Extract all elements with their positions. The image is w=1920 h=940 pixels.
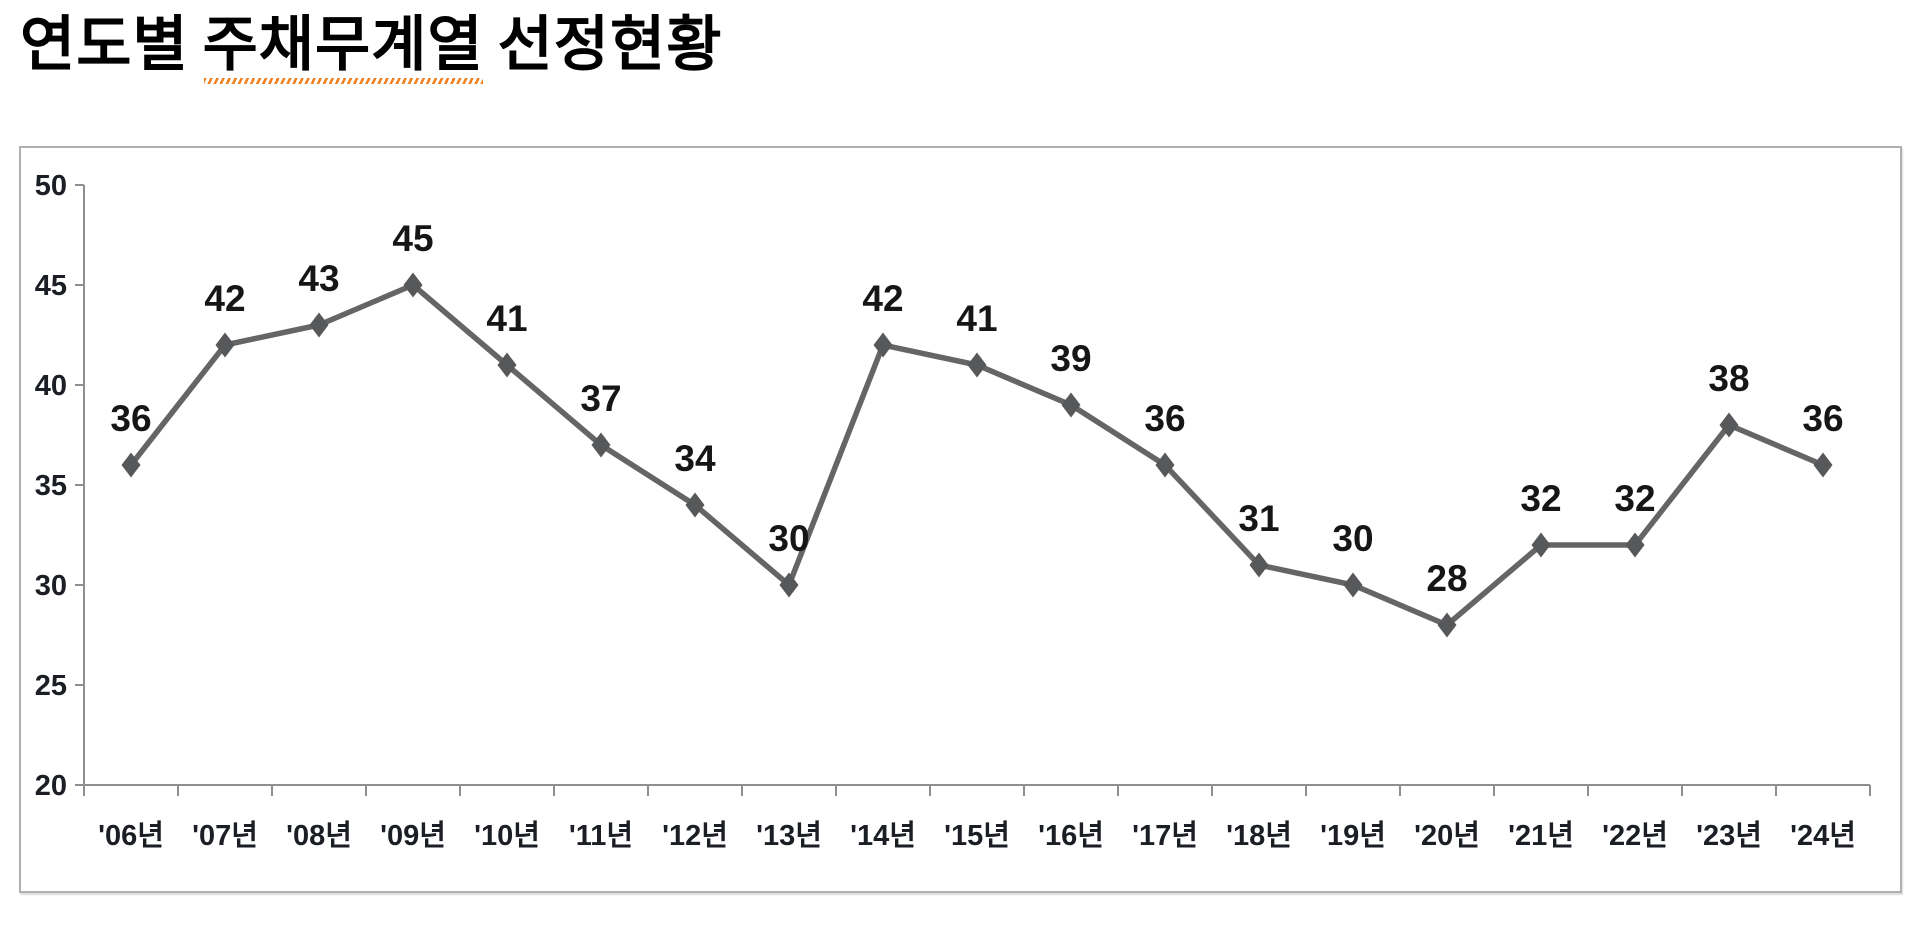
x-axis-label: '24년 (1790, 819, 1856, 852)
data-point-label: 36 (1802, 398, 1843, 439)
y-axis-label: 25 (35, 670, 67, 702)
y-axis-label: 20 (35, 770, 67, 802)
data-point-marker (403, 272, 423, 298)
data-point-label: 34 (674, 438, 716, 479)
data-point-marker (1625, 532, 1645, 558)
page-title-part2-underlined: 주채무계열 (202, 11, 484, 84)
data-point-marker (309, 312, 329, 338)
x-axis-label: '14년 (850, 819, 916, 852)
y-axis-label: 45 (35, 270, 67, 302)
x-axis-label: '11년 (569, 819, 633, 852)
data-point-marker (1719, 412, 1739, 438)
data-point-marker (1343, 572, 1363, 598)
data-point-marker (685, 492, 705, 518)
x-axis-label: '21년 (1508, 819, 1574, 852)
data-point-marker (967, 352, 987, 378)
x-axis-label: '07년 (192, 819, 258, 852)
data-point-marker (779, 572, 799, 598)
data-point-label: 30 (1332, 518, 1373, 559)
data-point-label: 41 (486, 298, 527, 339)
data-point-marker (873, 332, 893, 358)
y-axis-label: 40 (35, 370, 67, 402)
data-point-marker (497, 352, 517, 378)
y-axis-label: 30 (35, 570, 67, 602)
x-axis-label: '22년 (1602, 819, 1668, 852)
y-axis-label: 50 (35, 170, 67, 202)
data-point-label: 45 (392, 218, 433, 259)
x-axis-label: '16년 (1038, 819, 1104, 852)
chart-frame: 20 25 30 35 40 45 50 '06년 '07년 '08년 '09년 '10년 '11년 '1… (19, 146, 1902, 893)
x-axis-label: '06년 (98, 819, 164, 852)
data-point-label: 32 (1614, 478, 1655, 519)
x-axis-label: '08년 (286, 819, 352, 852)
data-point-label: 42 (204, 278, 245, 319)
data-point-label: 36 (110, 398, 151, 439)
x-axis-label: '17년 (1132, 819, 1198, 852)
x-axis-label: '12년 (662, 819, 728, 852)
x-axis-label: '10년 (474, 819, 540, 852)
data-point-label: 38 (1708, 358, 1749, 399)
data-point-marker (1813, 452, 1833, 478)
data-point-label: 28 (1426, 558, 1467, 599)
data-point-marker (1155, 452, 1175, 478)
page-title: 연도별 주채무계열 선정현황 (20, 10, 723, 84)
x-axis-label: '15년 (944, 819, 1010, 852)
data-point-label: 39 (1050, 338, 1091, 379)
data-point-label: 32 (1520, 478, 1561, 519)
data-point-label: 30 (768, 518, 809, 559)
data-point-label: 43 (298, 258, 339, 299)
line-chart: 20 25 30 35 40 45 50 '06년 '07년 '08년 '09년 '10년 '11년 '1… (35, 170, 1871, 852)
data-point-marker (591, 432, 611, 458)
data-point-marker (1061, 392, 1081, 418)
data-point-label: 41 (956, 298, 997, 339)
data-point-marker (121, 452, 141, 478)
data-point-label: 31 (1238, 498, 1279, 539)
data-point-marker (215, 332, 235, 358)
x-axis-label: '23년 (1696, 819, 1762, 852)
x-axis-label: '18년 (1226, 819, 1292, 852)
data-point-marker (1531, 532, 1551, 558)
x-axis-label: '20년 (1414, 819, 1480, 852)
data-point-marker (1437, 612, 1457, 638)
page-title-part1: 연도별 (20, 11, 189, 78)
data-point-label: 37 (580, 378, 621, 419)
data-point-label: 42 (862, 278, 903, 319)
data-point-marker (1249, 552, 1269, 578)
x-axis-label: '19년 (1320, 819, 1386, 852)
y-axis-label: 35 (35, 470, 67, 502)
page-title-part3: 선정현황 (497, 11, 723, 78)
data-point-label: 36 (1144, 398, 1185, 439)
x-axis-label: '13년 (756, 819, 822, 852)
x-axis-label: '09년 (380, 819, 446, 852)
